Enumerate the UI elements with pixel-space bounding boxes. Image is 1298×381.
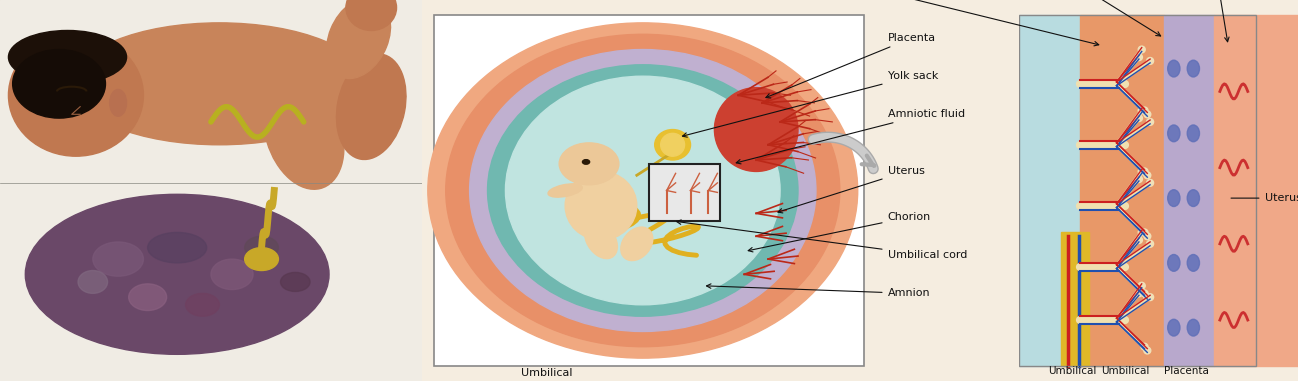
Ellipse shape	[1144, 111, 1151, 118]
Ellipse shape	[488, 65, 798, 316]
Ellipse shape	[584, 221, 618, 259]
Ellipse shape	[1136, 54, 1142, 61]
Text: Umbilical: Umbilical	[522, 368, 572, 378]
Text: Umbilical cord: Umbilical cord	[676, 220, 967, 260]
Ellipse shape	[1144, 347, 1151, 354]
Ellipse shape	[1136, 176, 1142, 182]
Text: Placenta: Placenta	[766, 33, 936, 98]
Ellipse shape	[110, 90, 127, 116]
Circle shape	[1188, 60, 1199, 77]
Ellipse shape	[1146, 294, 1154, 301]
Ellipse shape	[13, 50, 105, 118]
Ellipse shape	[1136, 237, 1142, 243]
Ellipse shape	[661, 133, 684, 156]
Ellipse shape	[1138, 282, 1145, 289]
Bar	[1164, 15, 1215, 366]
Circle shape	[1188, 255, 1199, 271]
Text: Placenta: Placenta	[1164, 367, 1208, 376]
Bar	[0, 0, 422, 183]
Ellipse shape	[245, 248, 279, 271]
Ellipse shape	[186, 293, 219, 316]
Ellipse shape	[1144, 294, 1151, 301]
Ellipse shape	[1146, 58, 1154, 64]
Text: Umbilical: Umbilical	[1101, 367, 1149, 376]
Ellipse shape	[559, 143, 619, 185]
Ellipse shape	[1146, 240, 1154, 247]
Ellipse shape	[245, 236, 279, 259]
Circle shape	[1188, 125, 1199, 142]
Ellipse shape	[654, 130, 691, 160]
Text: Umbilical: Umbilical	[1047, 367, 1096, 376]
Text: Amnion: Amnion	[706, 284, 931, 298]
Ellipse shape	[1136, 115, 1142, 122]
Text: Yolk sack: Yolk sack	[683, 71, 938, 137]
Ellipse shape	[1141, 168, 1147, 175]
Ellipse shape	[8, 30, 127, 84]
Text: Uterine artery
and vein: Uterine artery and vein	[1022, 0, 1160, 36]
Ellipse shape	[714, 88, 798, 171]
Ellipse shape	[565, 171, 637, 240]
Ellipse shape	[470, 50, 816, 331]
Ellipse shape	[445, 34, 840, 347]
Text: Uterus: Uterus	[778, 166, 924, 213]
Bar	[1019, 15, 1080, 366]
Ellipse shape	[327, 0, 391, 78]
Circle shape	[1188, 319, 1199, 336]
Ellipse shape	[1141, 229, 1147, 236]
Ellipse shape	[1146, 179, 1154, 186]
Ellipse shape	[505, 76, 780, 305]
Circle shape	[1168, 60, 1180, 77]
Ellipse shape	[1138, 168, 1145, 175]
Bar	[1060, 232, 1089, 366]
Text: Chorion: Chorion	[748, 212, 931, 252]
Bar	[1215, 15, 1298, 366]
Ellipse shape	[212, 259, 253, 290]
Circle shape	[1168, 255, 1180, 271]
Ellipse shape	[428, 23, 858, 358]
Circle shape	[1168, 125, 1180, 142]
FancyBboxPatch shape	[649, 164, 720, 221]
Ellipse shape	[148, 232, 206, 263]
Ellipse shape	[548, 184, 583, 197]
Circle shape	[1168, 190, 1180, 207]
Ellipse shape	[1144, 233, 1151, 240]
Ellipse shape	[129, 284, 166, 311]
Circle shape	[345, 0, 397, 30]
Ellipse shape	[336, 54, 406, 160]
Ellipse shape	[1136, 290, 1142, 297]
Circle shape	[1188, 190, 1199, 207]
Ellipse shape	[1146, 118, 1154, 125]
Ellipse shape	[78, 271, 108, 293]
Ellipse shape	[1138, 107, 1145, 114]
Ellipse shape	[620, 227, 653, 261]
Bar	[1080, 15, 1164, 366]
Ellipse shape	[1141, 290, 1147, 297]
Ellipse shape	[1141, 343, 1147, 350]
Ellipse shape	[25, 194, 330, 354]
Bar	[0, 183, 422, 381]
Bar	[0, 0, 422, 171]
Text: Amniotic fluid: Amniotic fluid	[736, 109, 964, 164]
Circle shape	[8, 34, 144, 156]
Text: Maternal blood
supply in
intervillus space: Maternal blood supply in intervillus spa…	[1168, 0, 1260, 42]
Ellipse shape	[1144, 172, 1151, 179]
Ellipse shape	[1138, 46, 1145, 53]
Ellipse shape	[243, 0, 391, 30]
Circle shape	[1168, 319, 1180, 336]
Text: Chorionic villi: Chorionic villi	[828, 0, 1098, 46]
Ellipse shape	[71, 23, 367, 145]
Text: Uterus: Uterus	[1231, 193, 1298, 203]
Ellipse shape	[93, 242, 144, 276]
FancyBboxPatch shape	[434, 15, 863, 366]
Ellipse shape	[280, 272, 310, 291]
Ellipse shape	[263, 77, 344, 189]
Ellipse shape	[1141, 107, 1147, 114]
Ellipse shape	[1138, 229, 1145, 236]
Circle shape	[583, 160, 589, 164]
